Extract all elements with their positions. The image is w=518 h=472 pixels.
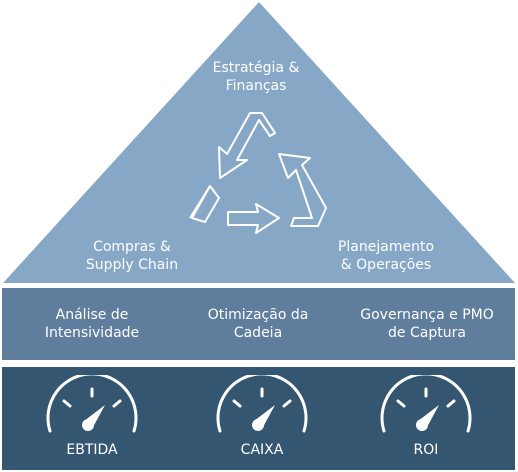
- gauge-label-ebtida: EBTIDA: [66, 442, 118, 458]
- middle-band: Análise de Intensividade Otimização da C…: [2, 288, 515, 360]
- middle-cell-governance: Governança e PMO de Captura: [360, 307, 494, 341]
- speedometer-icon: [380, 375, 472, 433]
- middle-cell-chain: Otimização da Cadeia: [207, 307, 309, 341]
- middle-cell-intensity: Análise de Intensividade: [44, 307, 140, 341]
- cycle-arrows-icon: [189, 112, 327, 234]
- pyramid-left-label: Compras & Supply Chain: [85, 239, 179, 273]
- speedometer-icon: [216, 375, 308, 433]
- speedometer-icon: [46, 375, 138, 433]
- gauge-label-roi: ROI: [413, 442, 439, 458]
- pyramid-shape: [3, 2, 515, 283]
- pyramid-top-label: Estratégia & Finanças: [212, 60, 300, 94]
- bottom-band: EBTIDA CAIXA ROI: [2, 367, 515, 470]
- gauge-label-caixa: CAIXA: [240, 442, 284, 458]
- pyramid-right-label: Planejamento & Operações: [337, 239, 435, 273]
